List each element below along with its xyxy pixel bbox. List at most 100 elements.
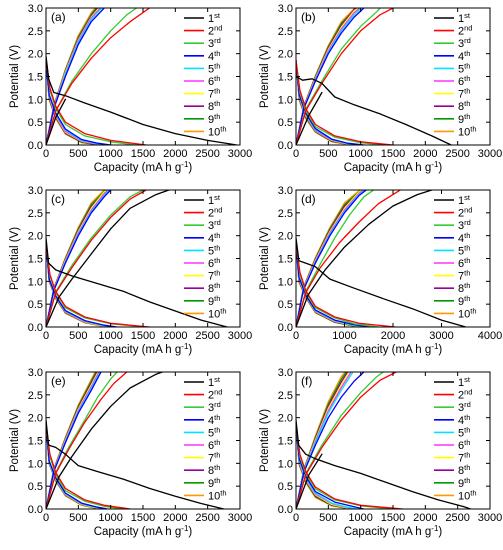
- legend-label: 5th: [458, 243, 470, 257]
- y-tick-label: 2.0: [28, 231, 43, 243]
- x-tick-label: 2000: [163, 330, 187, 342]
- legend-label: 8th: [208, 281, 220, 295]
- panel-label: (b): [301, 10, 316, 24]
- series-6th-charge: [46, 8, 101, 145]
- y-tick-label: 2.5: [278, 26, 293, 38]
- series-2nd-charge: [296, 190, 401, 327]
- y-tick-label: 0.0: [28, 140, 43, 152]
- y-tick-label: 3.0: [28, 185, 43, 197]
- legend-label: 2nd: [208, 24, 222, 38]
- y-tick-label: 1.0: [278, 458, 293, 470]
- x-tick-label: 500: [319, 148, 337, 160]
- legend-label: 2nd: [458, 24, 472, 38]
- series-4th-charge: [296, 8, 365, 145]
- legend-label: 1st: [208, 11, 221, 25]
- y-tick-label: 1.5: [28, 254, 43, 266]
- legend-label: 5th: [458, 61, 470, 75]
- series-2nd-charge: [46, 372, 128, 509]
- y-tick-label: 1.5: [28, 72, 43, 84]
- x-tick-label: 2500: [445, 148, 469, 160]
- series-2nd-charge: [46, 8, 151, 145]
- y-tick-label: 1.0: [28, 94, 43, 106]
- legend-label: 9th: [458, 112, 470, 126]
- y-tick-label: 2.0: [28, 413, 43, 425]
- y-tick-label: 1.0: [28, 276, 43, 288]
- curves: [296, 190, 467, 327]
- series-4th-discharge: [296, 241, 372, 327]
- curves: [296, 372, 472, 509]
- legend-label: 3rd: [458, 218, 471, 232]
- x-tick-label: 1000: [348, 148, 372, 160]
- x-axis-title: Capacity (mA h g-1): [94, 524, 193, 538]
- y-axis-title: Potential (V): [9, 45, 21, 108]
- x-tick-label: 1000: [98, 330, 122, 342]
- series-8th-charge: [296, 190, 363, 327]
- y-tick-label: 1.5: [28, 436, 43, 448]
- x-tick-label: 3000: [228, 512, 252, 524]
- legend-label: 6th: [458, 256, 470, 270]
- panel-a: 0 500 1000 1500 2000 2500 3000 0.0 0.5 1.0 1.5 2.0 2…: [9, 3, 252, 174]
- legend-label: 7th: [458, 451, 470, 465]
- x-tick-label: 2000: [163, 148, 187, 160]
- series-1st-discharge: [46, 237, 228, 327]
- x-tick-label: 0: [43, 330, 49, 342]
- legend-label: 1st: [458, 193, 471, 207]
- y-tick-label: 3.0: [278, 367, 293, 379]
- y-tick-label: 0.0: [278, 504, 293, 516]
- y-tick-label: 2.5: [28, 26, 43, 38]
- legend-label: 2nd: [458, 388, 472, 402]
- curves: [46, 8, 238, 145]
- legend-label: 5th: [208, 425, 220, 439]
- panel-label: (a): [51, 10, 66, 24]
- y-tick-label: 0.0: [28, 504, 43, 516]
- x-axis-title: Capacity (mA h g-1): [344, 524, 443, 538]
- y-tick-label: 0.5: [278, 481, 293, 493]
- y-tick-label: 0.5: [28, 299, 43, 311]
- curves: [46, 372, 225, 509]
- panel-c: 0 500 1000 1500 2000 2500 3000 0.0 0.5 1.0 1.5 2.0 2…: [9, 185, 252, 356]
- x-tick-label: 1500: [381, 512, 405, 524]
- legend-label: 9th: [208, 476, 220, 490]
- legend-label: 10th: [208, 124, 227, 138]
- y-tick-label: 0.0: [278, 140, 293, 152]
- legend-label: 6th: [458, 74, 470, 88]
- x-axis-title: Capacity (mA h g-1): [94, 160, 193, 174]
- legend-label: 10th: [458, 124, 477, 138]
- y-tick-label: 0.0: [28, 322, 43, 334]
- legend-label: 4th: [208, 231, 220, 245]
- y-tick-label: 3.0: [28, 367, 43, 379]
- curves: [46, 190, 228, 327]
- x-tick-label: 1500: [131, 148, 155, 160]
- x-tick-label: 0: [293, 330, 299, 342]
- x-tick-label: 2000: [163, 512, 187, 524]
- y-tick-label: 1.0: [278, 94, 293, 106]
- panel-e: 0 500 1000 1500 2000 2500 3000 0.0 0.5 1.0 1.5 2.0 2…: [9, 367, 252, 538]
- x-tick-label: 1000: [98, 148, 122, 160]
- series-1st-charge: [46, 372, 164, 509]
- series-8th-discharge: [296, 241, 368, 327]
- legend-label: 2nd: [458, 206, 472, 220]
- x-tick-label: 2500: [195, 148, 219, 160]
- x-tick-label: 3000: [429, 330, 453, 342]
- y-tick-label: 2.5: [28, 390, 43, 402]
- series-2nd-discharge: [46, 57, 147, 145]
- legend-label: 10th: [208, 306, 227, 320]
- legend-label: 2nd: [208, 206, 222, 220]
- legend-label: 3rd: [458, 36, 471, 50]
- panel-b: 0 500 1000 1500 2000 2500 3000 0.0 0.5 1.0 1.5 2.0 2…: [259, 3, 502, 174]
- series-1st-charge: [46, 98, 67, 145]
- legend-label: 6th: [458, 438, 470, 452]
- y-tick-label: 1.5: [278, 436, 293, 448]
- x-tick-label: 3000: [228, 330, 252, 342]
- legend-label: 4th: [208, 49, 220, 63]
- legend-label: 1st: [458, 375, 471, 389]
- series-2nd-charge: [46, 190, 147, 327]
- legend-label: 1st: [208, 375, 221, 389]
- y-tick-label: 1.5: [278, 254, 293, 266]
- series-9th-charge: [296, 190, 362, 327]
- y-tick-label: 2.5: [28, 208, 43, 220]
